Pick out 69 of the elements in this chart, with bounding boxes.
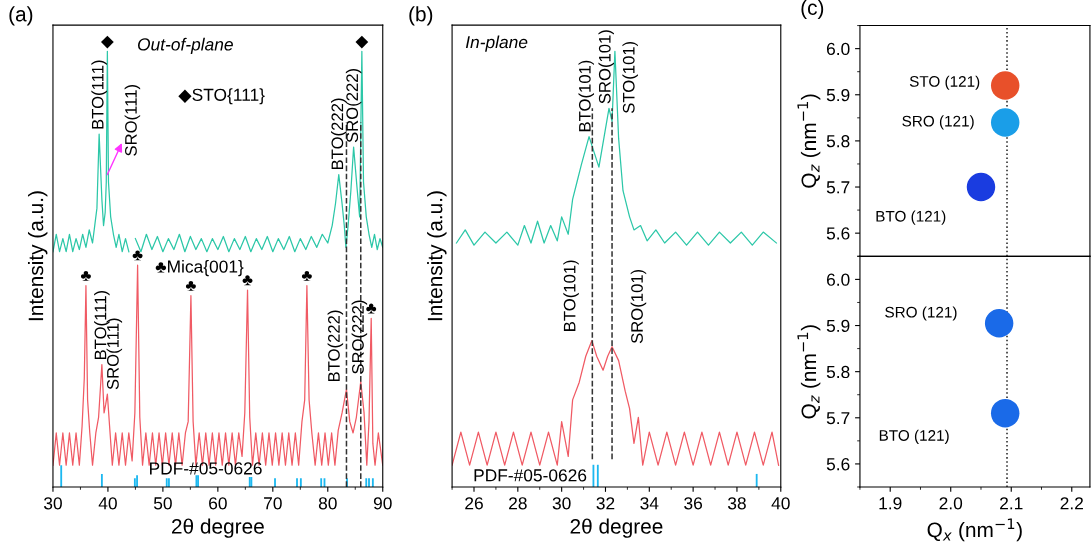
text: BTO (121) — [879, 429, 949, 444]
series-label: BTO (121) — [876, 210, 946, 225]
annotation: BTO(222) — [327, 310, 344, 382]
annotation: ♣ — [242, 275, 253, 286]
annotation: In-plane — [465, 35, 528, 52]
x-tick-label: 26 — [465, 497, 483, 510]
annotation: ♣ — [80, 270, 91, 281]
y-tick-label: 5.9 — [826, 319, 850, 332]
x-tick-label: 32 — [596, 497, 615, 510]
text: (b) — [409, 6, 433, 26]
y-tick-label: 5.7 — [826, 412, 850, 425]
annotation: STO(101) — [622, 41, 638, 114]
x-tick-label: 30 — [552, 497, 571, 510]
series-label: SRO (121) — [902, 115, 974, 130]
annotation: ♣ — [366, 303, 377, 314]
annotation: BTO(222) — [331, 98, 347, 170]
annotation: SRO(222) — [351, 300, 368, 374]
annotation: BTO(101) — [563, 260, 579, 331]
annotation: BTO(101) — [578, 60, 595, 132]
x-tick-label: 30 — [43, 497, 62, 510]
y-tick-label: 5.7 — [826, 181, 850, 194]
y-tick-label: 6.0 — [826, 42, 850, 56]
y-axis-title: Intensity (a.u.) — [27, 191, 48, 321]
annotation: ♣Mica{001} — [155, 259, 244, 277]
text: (c) — [801, 0, 824, 20]
y-tick-label: 5.8 — [826, 365, 850, 379]
x-tick-label: 2.2 — [1060, 497, 1083, 510]
annotation: ◆ — [101, 35, 114, 49]
x-tick-label: 28 — [509, 497, 527, 510]
annotation: ◆ — [355, 35, 369, 49]
y-tick-label: 5.6 — [826, 458, 850, 471]
y-axis-title: Intensity (a.u.) — [427, 191, 447, 321]
y-tick-label: 5.8 — [826, 135, 850, 148]
annotation: PDF-#05-0626 — [474, 469, 587, 482]
x-tick-label: 90 — [373, 497, 392, 510]
x-tick-label: 34 — [640, 497, 659, 510]
x-tick-label: 80 — [318, 497, 337, 510]
series-label: SRO (121) — [885, 306, 957, 321]
y-axis-title: Q$_{z}$ (nm$^{−1}$) — [797, 94, 821, 188]
annotation: SRO(101) — [598, 30, 614, 104]
y-tick-label: 5.9 — [826, 88, 850, 102]
x-axis-title: 2θ degree — [171, 518, 264, 538]
x-axis-title: Q$_{x}$ (nm$^{−1}$) — [927, 518, 1022, 542]
x-axis-title: 2θ degree — [570, 518, 663, 538]
annotation: ♣ — [301, 270, 312, 281]
x-tick-label: 38 — [727, 497, 746, 510]
annotation: PDF-#05-0626 — [150, 462, 262, 475]
annotation: ♣ — [132, 250, 143, 261]
text: (a) — [9, 6, 33, 26]
y-tick-label: 6.0 — [826, 273, 850, 286]
annotation: SRO(101) — [630, 269, 647, 344]
x-tick-label: 40 — [771, 497, 790, 510]
x-tick-label: 40 — [98, 497, 117, 510]
annotation: Out-of-plane — [138, 37, 233, 55]
x-tick-label: 36 — [684, 497, 703, 510]
annotation: BTO(111) — [91, 60, 107, 129]
x-tick-label: 2.0 — [939, 497, 963, 510]
annotation: SRO(222) — [345, 68, 362, 143]
y-axis-title: Q$_{z}$ (nm$^{−1}$) — [797, 325, 821, 419]
y-tick-label: 5.6 — [826, 227, 850, 240]
x-tick-label: 2.1 — [1000, 497, 1023, 510]
x-tick-label: 50 — [153, 497, 172, 510]
x-tick-label: 60 — [209, 497, 227, 510]
x-tick-label: 1.9 — [879, 497, 902, 510]
annotation: SRO(111) — [124, 85, 141, 156]
annotation: ♣ — [185, 280, 196, 291]
annotation: ◆STO{111} — [178, 88, 265, 105]
series-label: STO (121) — [909, 75, 980, 90]
x-tick-label: 70 — [264, 497, 282, 510]
